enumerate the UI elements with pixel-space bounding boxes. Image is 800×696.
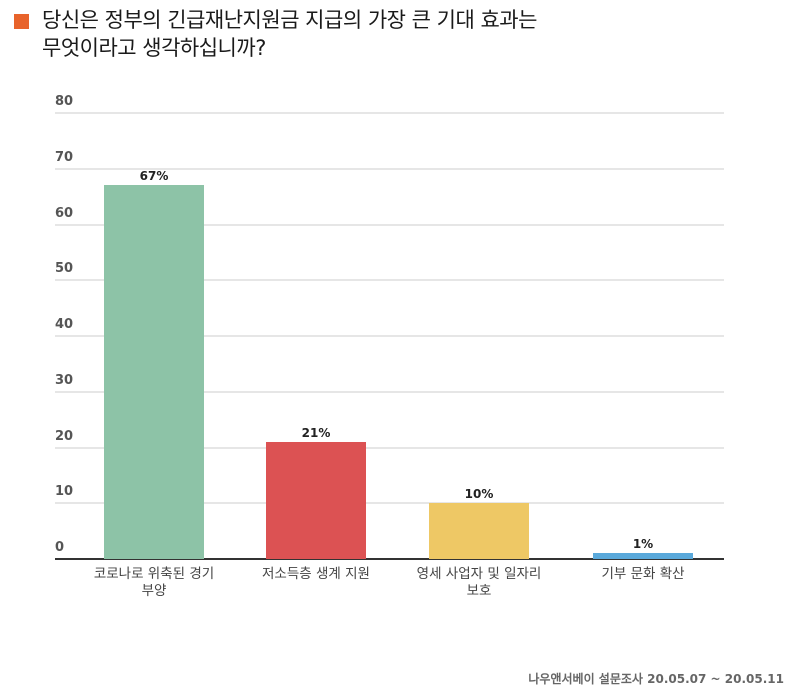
gridline — [55, 390, 724, 393]
gridline — [55, 279, 724, 282]
y-tick-label: 70 — [55, 149, 74, 165]
category-label: 영세 사업자 및 일자리 보호 — [416, 566, 542, 599]
y-tick-label: 60 — [55, 205, 74, 221]
bar-value-label: 21% — [301, 425, 331, 440]
y-tick-label: 40 — [55, 317, 74, 332]
category-label: 기부 문화 확산 — [601, 566, 685, 582]
y-tick-label: 30 — [55, 372, 74, 388]
bar — [104, 185, 204, 559]
y-tick-label: 0 — [55, 540, 65, 555]
y-tick-label: 20 — [55, 428, 74, 444]
bar-value-label: 67% — [139, 169, 169, 184]
y-tick-label: 50 — [55, 261, 74, 277]
source-note: 나우앤서베이 설문조사 20.05.07 ~ 20.05.11 — [528, 672, 784, 686]
gridline — [55, 167, 724, 170]
category-label: 코로나로 위축된 경기 부양 — [93, 566, 215, 599]
y-tick-label: 80 — [55, 94, 74, 109]
title-line-1: 당신은 정부의 긴급재난지원금 지급의 가장 큰 기대 효과는 — [42, 8, 537, 32]
x-axis-line — [55, 558, 724, 560]
gridline — [55, 112, 724, 114]
gridline — [55, 446, 724, 449]
bar — [429, 503, 529, 559]
gridline — [55, 502, 724, 505]
bar — [593, 553, 693, 559]
bar-value-label: 1% — [632, 537, 654, 552]
category-label: 저소득층 생계 지원 — [262, 566, 370, 582]
bar — [266, 441, 366, 559]
gridline — [55, 335, 724, 337]
y-tick-label: 10 — [55, 484, 74, 500]
title-marker-square — [14, 14, 29, 29]
bar-value-label: 10% — [464, 487, 494, 502]
gridline — [55, 223, 724, 226]
chart-title: 당신은 정부의 긴급재난지원금 지급의 가장 큰 기대 효과는 무엇이라고 생각… — [42, 6, 537, 62]
title-line-2: 무엇이라고 생각하십니까? — [42, 36, 266, 60]
